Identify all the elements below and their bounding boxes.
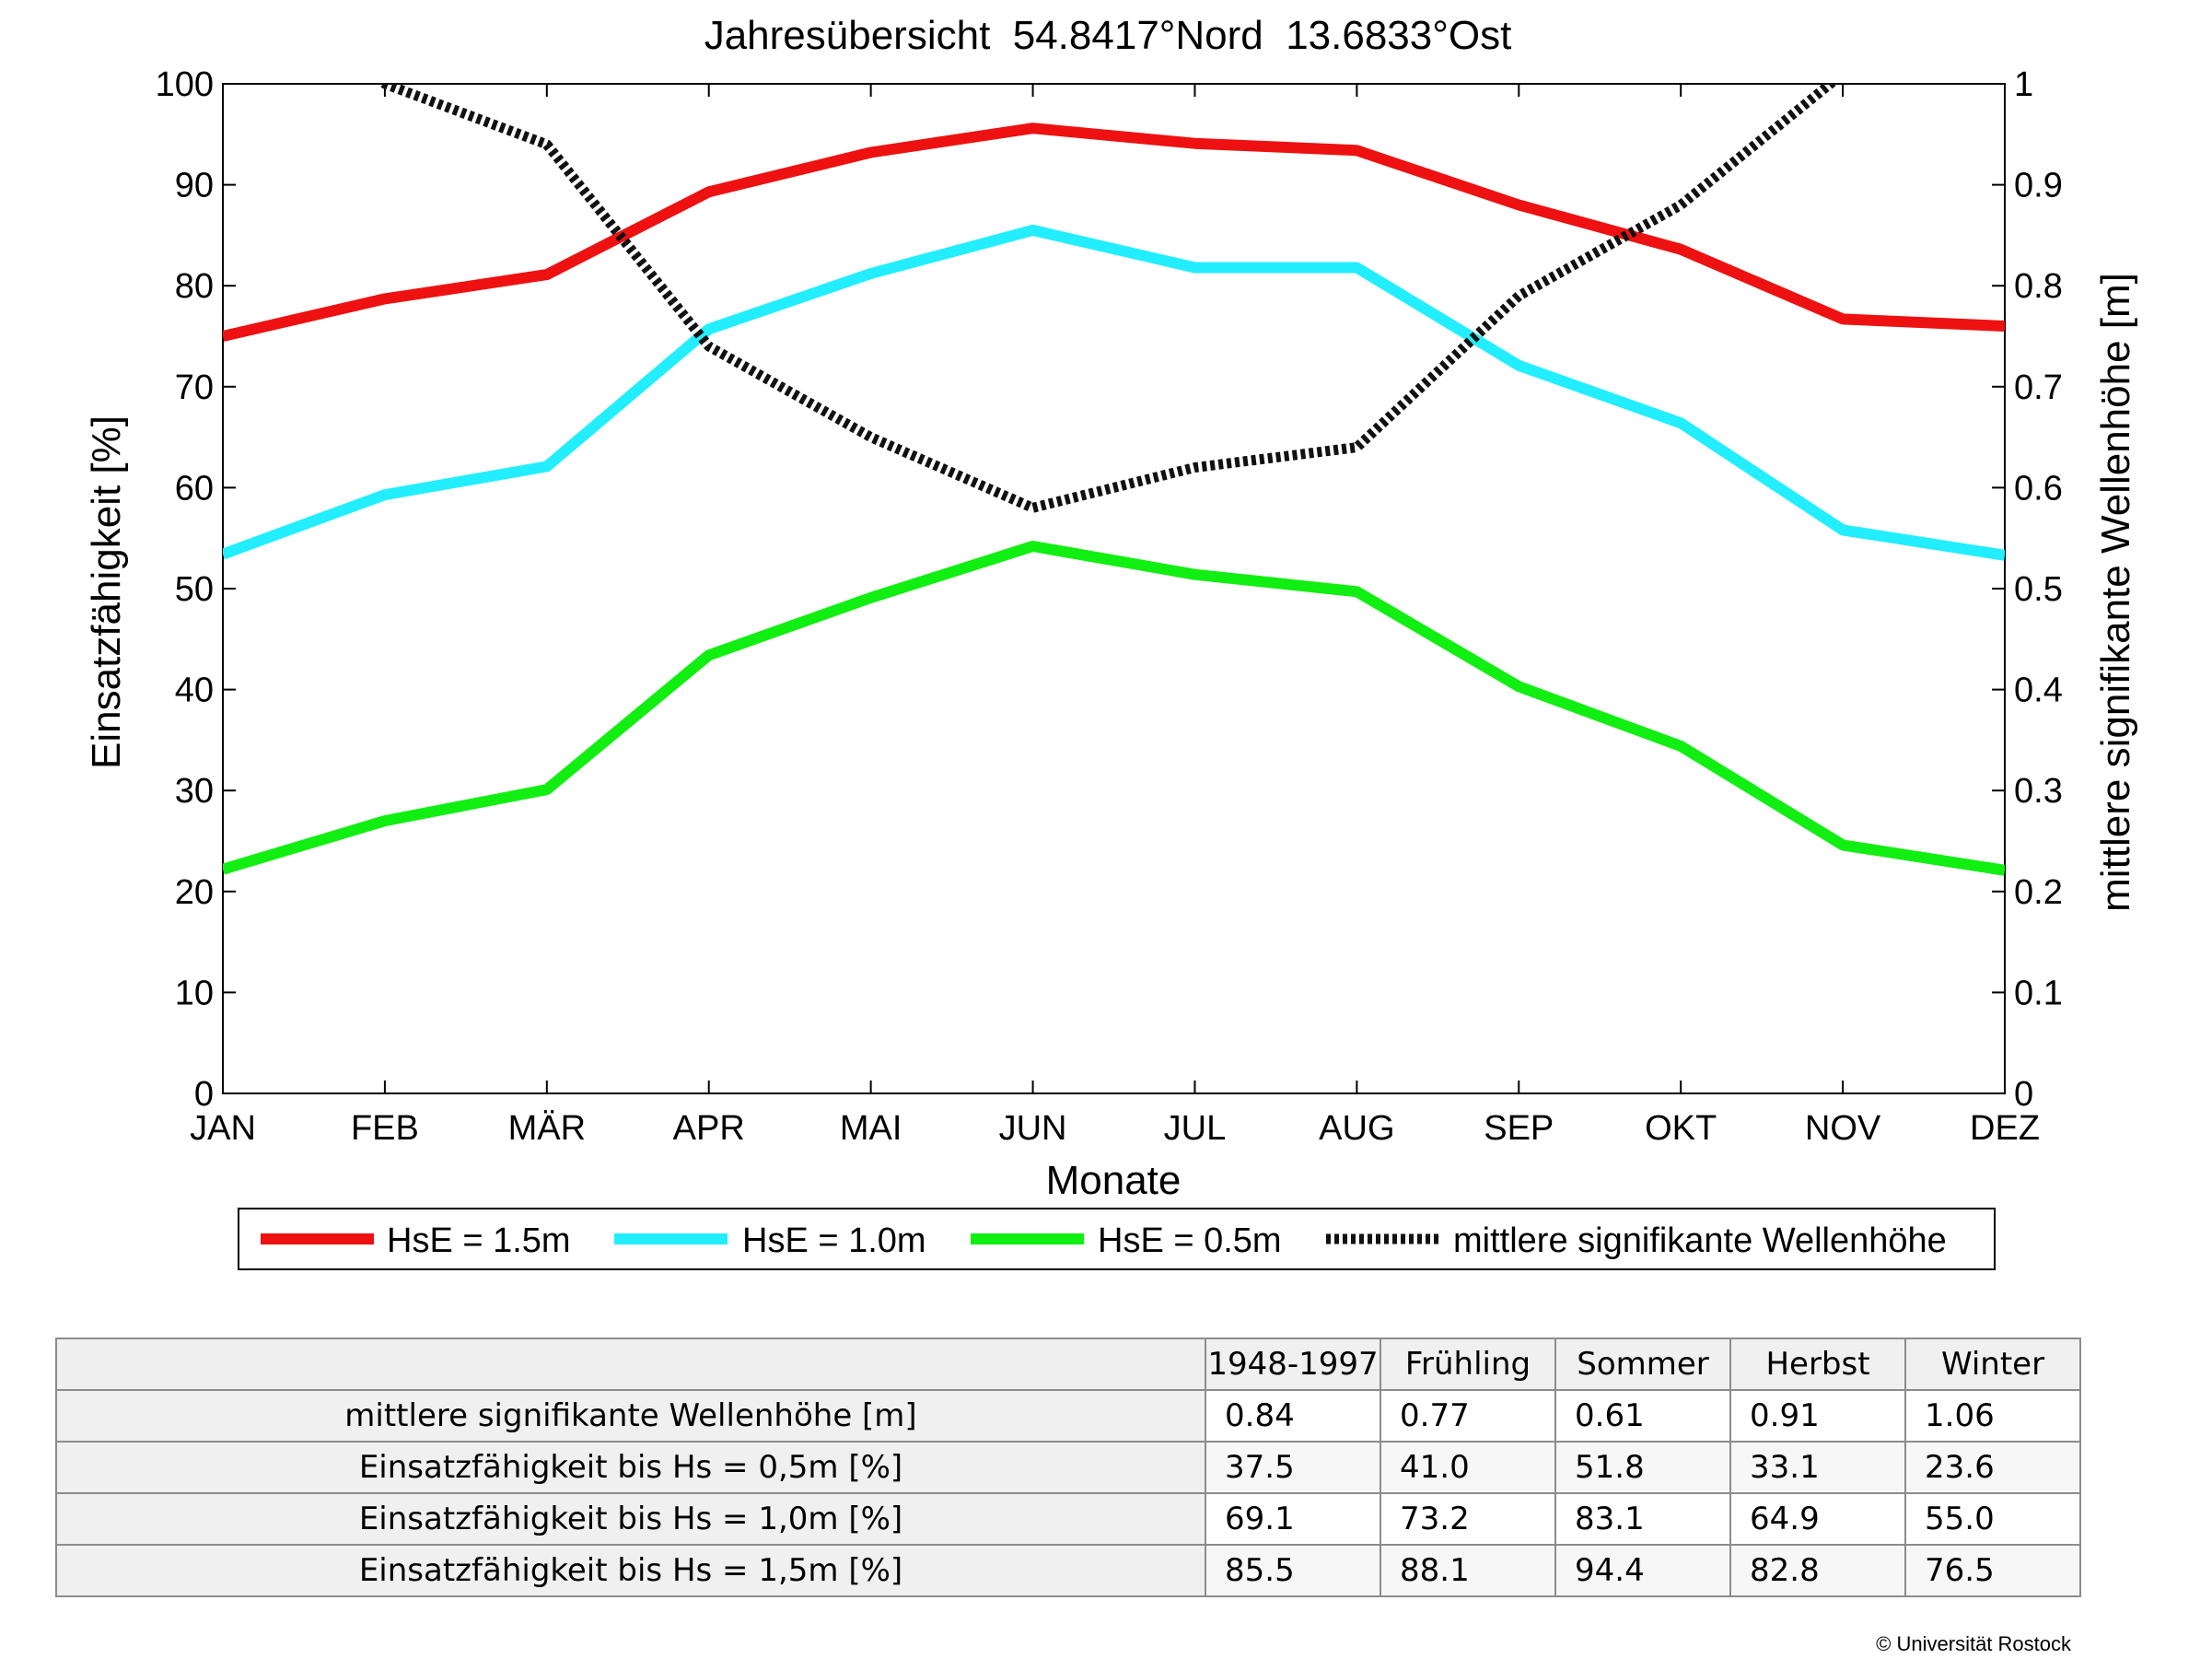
table-cell: 0.84 [1205, 1389, 1381, 1443]
table-row: Einsatzfähigkeit bis Hs = 1,0m [%] 69.1 … [55, 1492, 2081, 1546]
table-cell: 73.2 [1380, 1492, 1556, 1546]
table-row: Einsatzfähigkeit bis Hs = 1,5m [%] 85.5 … [55, 1544, 2081, 1597]
column-header: Frühling [1380, 1338, 1556, 1391]
table-header-row: 1948-1997 Frühling Sommer Herbst Winter [55, 1338, 2081, 1391]
table-cell: 94.4 [1554, 1544, 1731, 1597]
column-header: Sommer [1554, 1338, 1731, 1391]
table-cell: 23.6 [1904, 1441, 2081, 1494]
table-cell: 76.5 [1904, 1544, 2081, 1597]
x-tick-label: OKT [1645, 1109, 1717, 1148]
copyright-notice: © Universität Rostock [1876, 1632, 2071, 1655]
y2-tick-label: 0.6 [2014, 469, 2063, 508]
table-row: mittlere signifikante Wellenhöhe [m] 0.8… [55, 1389, 2081, 1443]
row-label: Einsatzfähigkeit bis Hs = 0,5m [%] [55, 1441, 1206, 1494]
x-tick-label: DEZ [1970, 1109, 2040, 1148]
x-tick-label: FEB [351, 1109, 419, 1148]
y-tick-label: 70 [175, 368, 214, 407]
y2-axis-label: mittlere signifikante Wellenhöhe [m] [2093, 273, 2138, 912]
y-tick-label: 20 [175, 873, 214, 912]
series-line-hse-0-5m [223, 541, 2005, 876]
y2-tick-label: 0.7 [2014, 368, 2063, 407]
table-cell: 1.06 [1904, 1389, 2081, 1443]
stats-table: 1948-1997 Frühling Sommer Herbst Winter … [55, 1338, 2081, 1597]
y-tick-label: 100 [156, 65, 214, 104]
y2-tick-label: 0.2 [2014, 873, 2063, 912]
y-tick-label: 80 [175, 267, 214, 306]
table-cell: 33.1 [1729, 1441, 1906, 1494]
y-tick-label: 0 [194, 1075, 214, 1114]
x-tick-label: MAI [840, 1109, 902, 1148]
y2-tick-label: 0.5 [2014, 570, 2063, 609]
y-tick-label: 60 [175, 469, 214, 508]
series-line-mittlere-signifikante-wellenh-he [377, 84, 1839, 513]
y2-tick-label: 0.8 [2014, 267, 2063, 306]
table-cell: 37.5 [1205, 1441, 1381, 1494]
legend-label: HsE = 1.0m [742, 1221, 926, 1260]
row-label: Einsatzfähigkeit bis Hs = 1,0m [%] [55, 1492, 1206, 1546]
table-cell: 55.0 [1904, 1492, 2081, 1546]
x-tick-label: JUL [1164, 1109, 1227, 1148]
y-tick-label: 90 [175, 167, 214, 205]
table-cell: 0.61 [1554, 1389, 1731, 1443]
y-tick-label: 10 [175, 974, 214, 1012]
legend-label: HsE = 0.5m [1098, 1221, 1282, 1260]
x-tick-label: SEP [1484, 1109, 1554, 1148]
y2-tick-label: 1 [2014, 65, 2033, 104]
table-cell: 0.77 [1380, 1389, 1556, 1443]
x-axis-label: Monate [1046, 1158, 1182, 1203]
y2-tick-label: 0.3 [2014, 772, 2063, 811]
y2-tick-label: 0 [2014, 1075, 2033, 1114]
table-cell: 0.91 [1729, 1389, 1906, 1443]
column-header: 1948-1997 [1205, 1338, 1381, 1391]
table-cell: 51.8 [1554, 1441, 1731, 1494]
plot-area [222, 83, 2006, 1094]
y-axis-label: Einsatzfähigkeit [%] [84, 415, 129, 769]
table-cell: 83.1 [1554, 1492, 1731, 1546]
x-tick-label: MÄR [508, 1109, 586, 1148]
y2-tick-label: 0.4 [2014, 672, 2063, 710]
y2-tick-label: 0.9 [2014, 167, 2063, 205]
chart: Jahresübersicht 54.8417°Nord 13.6833°Ost… [84, 13, 2138, 1270]
column-header: Herbst [1729, 1338, 1906, 1391]
column-header: Winter [1904, 1338, 2081, 1391]
y-tick-label: 40 [175, 672, 214, 710]
legend-label: HsE = 1.5m [387, 1221, 571, 1260]
x-tick-label: JAN [190, 1109, 256, 1148]
row-label: mittlere signifikante Wellenhöhe [m] [55, 1389, 1206, 1443]
legend-box [238, 1208, 1996, 1270]
x-tick-label: JUN [999, 1109, 1067, 1148]
table-row: Einsatzfähigkeit bis Hs = 0,5m [%] 37.5 … [55, 1441, 2081, 1494]
table-cell: 88.1 [1380, 1544, 1556, 1597]
table-cell: 82.8 [1729, 1544, 1906, 1597]
table-cell: 69.1 [1205, 1492, 1381, 1546]
chart-title: Jahresübersicht 54.8417°Nord 13.6833°Ost [704, 13, 1512, 58]
table-cell: 41.0 [1380, 1441, 1556, 1494]
x-tick-label: APR [673, 1109, 745, 1148]
legend-label: mittlere signifikante Wellenhöhe [1453, 1221, 1947, 1260]
table-cell: 85.5 [1205, 1544, 1381, 1597]
row-label: Einsatzfähigkeit bis Hs = 1,5m [%] [55, 1544, 1206, 1597]
series-line-hse-1-0m [223, 224, 2005, 561]
y-tick-label: 30 [175, 772, 214, 811]
table-corner-cell [55, 1338, 1206, 1391]
x-tick-label: NOV [1805, 1109, 1881, 1148]
x-tick-label: AUG [1319, 1109, 1394, 1148]
y-tick-label: 50 [175, 570, 214, 609]
series-line-hse-1-5m [223, 123, 2005, 342]
table-cell: 64.9 [1729, 1492, 1906, 1546]
y2-tick-label: 0.1 [2014, 974, 2063, 1012]
